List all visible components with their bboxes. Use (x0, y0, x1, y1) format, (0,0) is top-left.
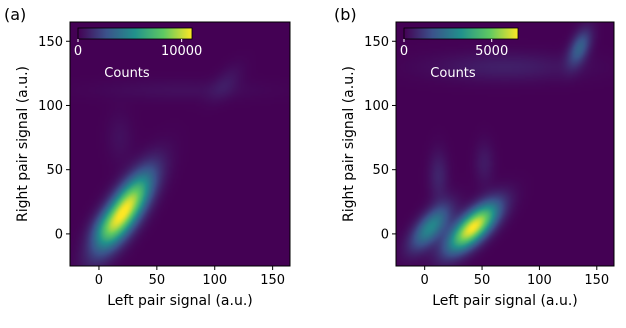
x-tick-label: 100 (527, 273, 552, 288)
colorbar (404, 28, 518, 39)
y-tick-label: 50 (46, 163, 63, 178)
colorbar-tick-label: 0 (400, 44, 408, 59)
x-tick-label: 150 (584, 273, 609, 288)
x-tick-label: 100 (202, 273, 227, 288)
x-tick-label: 0 (95, 273, 103, 288)
panel-label: (b) (334, 5, 357, 24)
colorbar-tick-label: 10000 (161, 44, 202, 59)
colorbar-label: Counts (104, 66, 150, 81)
panel-label: (a) (4, 5, 26, 24)
y-tick-label: 150 (38, 35, 63, 50)
y-tick-label: 150 (364, 35, 389, 50)
x-tick-label: 50 (149, 273, 166, 288)
y-axis-label: Right pair signal (a.u.) (341, 66, 357, 222)
colorbar (78, 28, 192, 39)
x-tick-label: 50 (474, 273, 491, 288)
colorbar-tick-label: 5000 (475, 44, 508, 59)
colorbar-label: Counts (430, 66, 476, 81)
y-tick-label: 50 (372, 163, 389, 178)
y-tick-label: 100 (38, 99, 63, 114)
y-axis-label: Right pair signal (a.u.) (15, 66, 31, 222)
y-tick-label: 0 (55, 227, 63, 242)
y-tick-label: 100 (364, 99, 389, 114)
y-tick-label: 0 (381, 227, 389, 242)
x-tick-label: 150 (260, 273, 285, 288)
heatmap-panel-a: 0 50 100 150 0 50 100 150 Left pair signal (a.u.… (4, 5, 290, 309)
x-axis-label: Left pair signal (a.u.) (432, 293, 578, 309)
colorbar-tick-label: 0 (74, 44, 82, 59)
x-axis-label: Left pair signal (a.u.) (107, 293, 253, 309)
x-tick-label: 0 (421, 273, 429, 288)
heatmap-panel-b: 0 50 100 150 0 50 100 150 Left pair signal (a.u.… (334, 5, 614, 309)
